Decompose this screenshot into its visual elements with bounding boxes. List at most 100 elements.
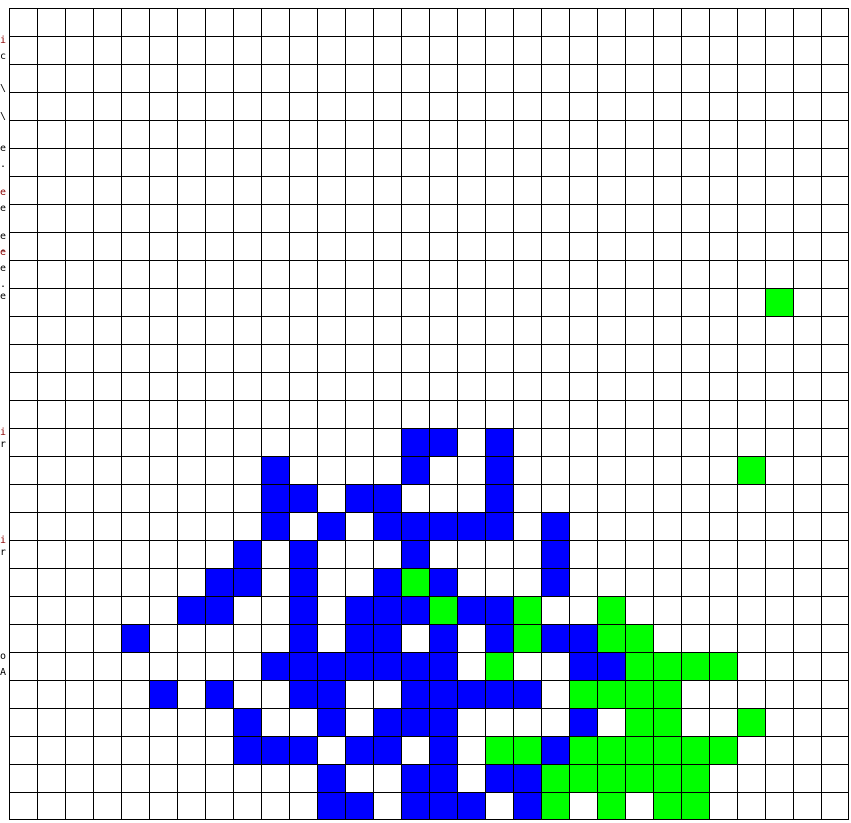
blue-cell[interactable] [513, 680, 541, 708]
blue-cell[interactable] [457, 680, 485, 708]
blue-cell[interactable] [485, 484, 513, 512]
blue-cell[interactable] [485, 428, 513, 456]
blue-cell[interactable] [457, 512, 485, 540]
blue-cell[interactable] [289, 540, 317, 568]
green-cell[interactable] [653, 792, 681, 820]
green-cell[interactable] [681, 792, 709, 820]
blue-cell[interactable] [401, 456, 429, 484]
green-cell[interactable] [513, 736, 541, 764]
blue-cell[interactable] [345, 736, 373, 764]
blue-cell[interactable] [149, 680, 177, 708]
green-cell[interactable] [485, 736, 513, 764]
green-cell[interactable] [513, 596, 541, 624]
blue-cell[interactable] [401, 792, 429, 820]
blue-cell[interactable] [485, 624, 513, 652]
blue-cell[interactable] [289, 568, 317, 596]
green-cell[interactable] [597, 624, 625, 652]
blue-cell[interactable] [429, 708, 457, 736]
blue-cell[interactable] [317, 792, 345, 820]
green-cell[interactable] [625, 736, 653, 764]
blue-cell[interactable] [429, 568, 457, 596]
blue-cell[interactable] [429, 736, 457, 764]
green-cell[interactable] [681, 652, 709, 680]
blue-cell[interactable] [205, 596, 233, 624]
green-cell[interactable] [625, 708, 653, 736]
blue-cell[interactable] [317, 652, 345, 680]
blue-cell[interactable] [261, 652, 289, 680]
blue-cell[interactable] [401, 652, 429, 680]
green-cell[interactable] [709, 652, 737, 680]
blue-cell[interactable] [289, 624, 317, 652]
blue-cell[interactable] [317, 680, 345, 708]
blue-cell[interactable] [485, 456, 513, 484]
green-cell[interactable] [653, 680, 681, 708]
blue-cell[interactable] [513, 764, 541, 792]
green-cell[interactable] [737, 456, 765, 484]
blue-cell[interactable] [401, 596, 429, 624]
blue-cell[interactable] [429, 428, 457, 456]
green-cell[interactable] [541, 792, 569, 820]
blue-cell[interactable] [289, 652, 317, 680]
green-cell[interactable] [625, 680, 653, 708]
blue-cell[interactable] [485, 764, 513, 792]
blue-cell[interactable] [317, 708, 345, 736]
blue-cell[interactable] [345, 652, 373, 680]
blue-cell[interactable] [373, 484, 401, 512]
blue-cell[interactable] [261, 512, 289, 540]
blue-cell[interactable] [401, 708, 429, 736]
green-cell[interactable] [653, 652, 681, 680]
blue-cell[interactable] [429, 652, 457, 680]
blue-cell[interactable] [541, 736, 569, 764]
green-cell[interactable] [401, 568, 429, 596]
blue-cell[interactable] [485, 512, 513, 540]
blue-cell[interactable] [289, 596, 317, 624]
green-cell[interactable] [681, 736, 709, 764]
blue-cell[interactable] [429, 680, 457, 708]
blue-cell[interactable] [345, 624, 373, 652]
green-cell[interactable] [569, 764, 597, 792]
blue-cell[interactable] [541, 624, 569, 652]
blue-cell[interactable] [177, 596, 205, 624]
green-cell[interactable] [653, 736, 681, 764]
blue-cell[interactable] [233, 540, 261, 568]
blue-cell[interactable] [317, 512, 345, 540]
green-cell[interactable] [597, 736, 625, 764]
blue-cell[interactable] [317, 764, 345, 792]
blue-cell[interactable] [373, 596, 401, 624]
blue-cell[interactable] [345, 792, 373, 820]
blue-cell[interactable] [569, 708, 597, 736]
green-cell[interactable] [513, 624, 541, 652]
blue-cell[interactable] [205, 680, 233, 708]
game-board[interactable] [9, 8, 849, 820]
blue-cell[interactable] [401, 512, 429, 540]
blue-cell[interactable] [261, 736, 289, 764]
blue-cell[interactable] [261, 456, 289, 484]
blue-cell[interactable] [541, 512, 569, 540]
blue-cell[interactable] [373, 652, 401, 680]
blue-cell[interactable] [289, 736, 317, 764]
blue-cell[interactable] [401, 540, 429, 568]
green-cell[interactable] [429, 596, 457, 624]
green-cell[interactable] [597, 596, 625, 624]
blue-cell[interactable] [429, 624, 457, 652]
blue-cell[interactable] [457, 792, 485, 820]
blue-cell[interactable] [373, 624, 401, 652]
blue-cell[interactable] [457, 596, 485, 624]
blue-cell[interactable] [205, 568, 233, 596]
blue-cell[interactable] [429, 512, 457, 540]
blue-cell[interactable] [541, 540, 569, 568]
blue-cell[interactable] [233, 708, 261, 736]
green-cell[interactable] [569, 736, 597, 764]
green-cell[interactable] [681, 764, 709, 792]
blue-cell[interactable] [429, 792, 457, 820]
green-cell[interactable] [597, 680, 625, 708]
blue-cell[interactable] [569, 624, 597, 652]
green-cell[interactable] [653, 764, 681, 792]
blue-cell[interactable] [233, 736, 261, 764]
green-cell[interactable] [485, 652, 513, 680]
green-cell[interactable] [569, 680, 597, 708]
blue-cell[interactable] [429, 764, 457, 792]
green-cell[interactable] [709, 736, 737, 764]
blue-cell[interactable] [233, 568, 261, 596]
blue-cell[interactable] [597, 652, 625, 680]
